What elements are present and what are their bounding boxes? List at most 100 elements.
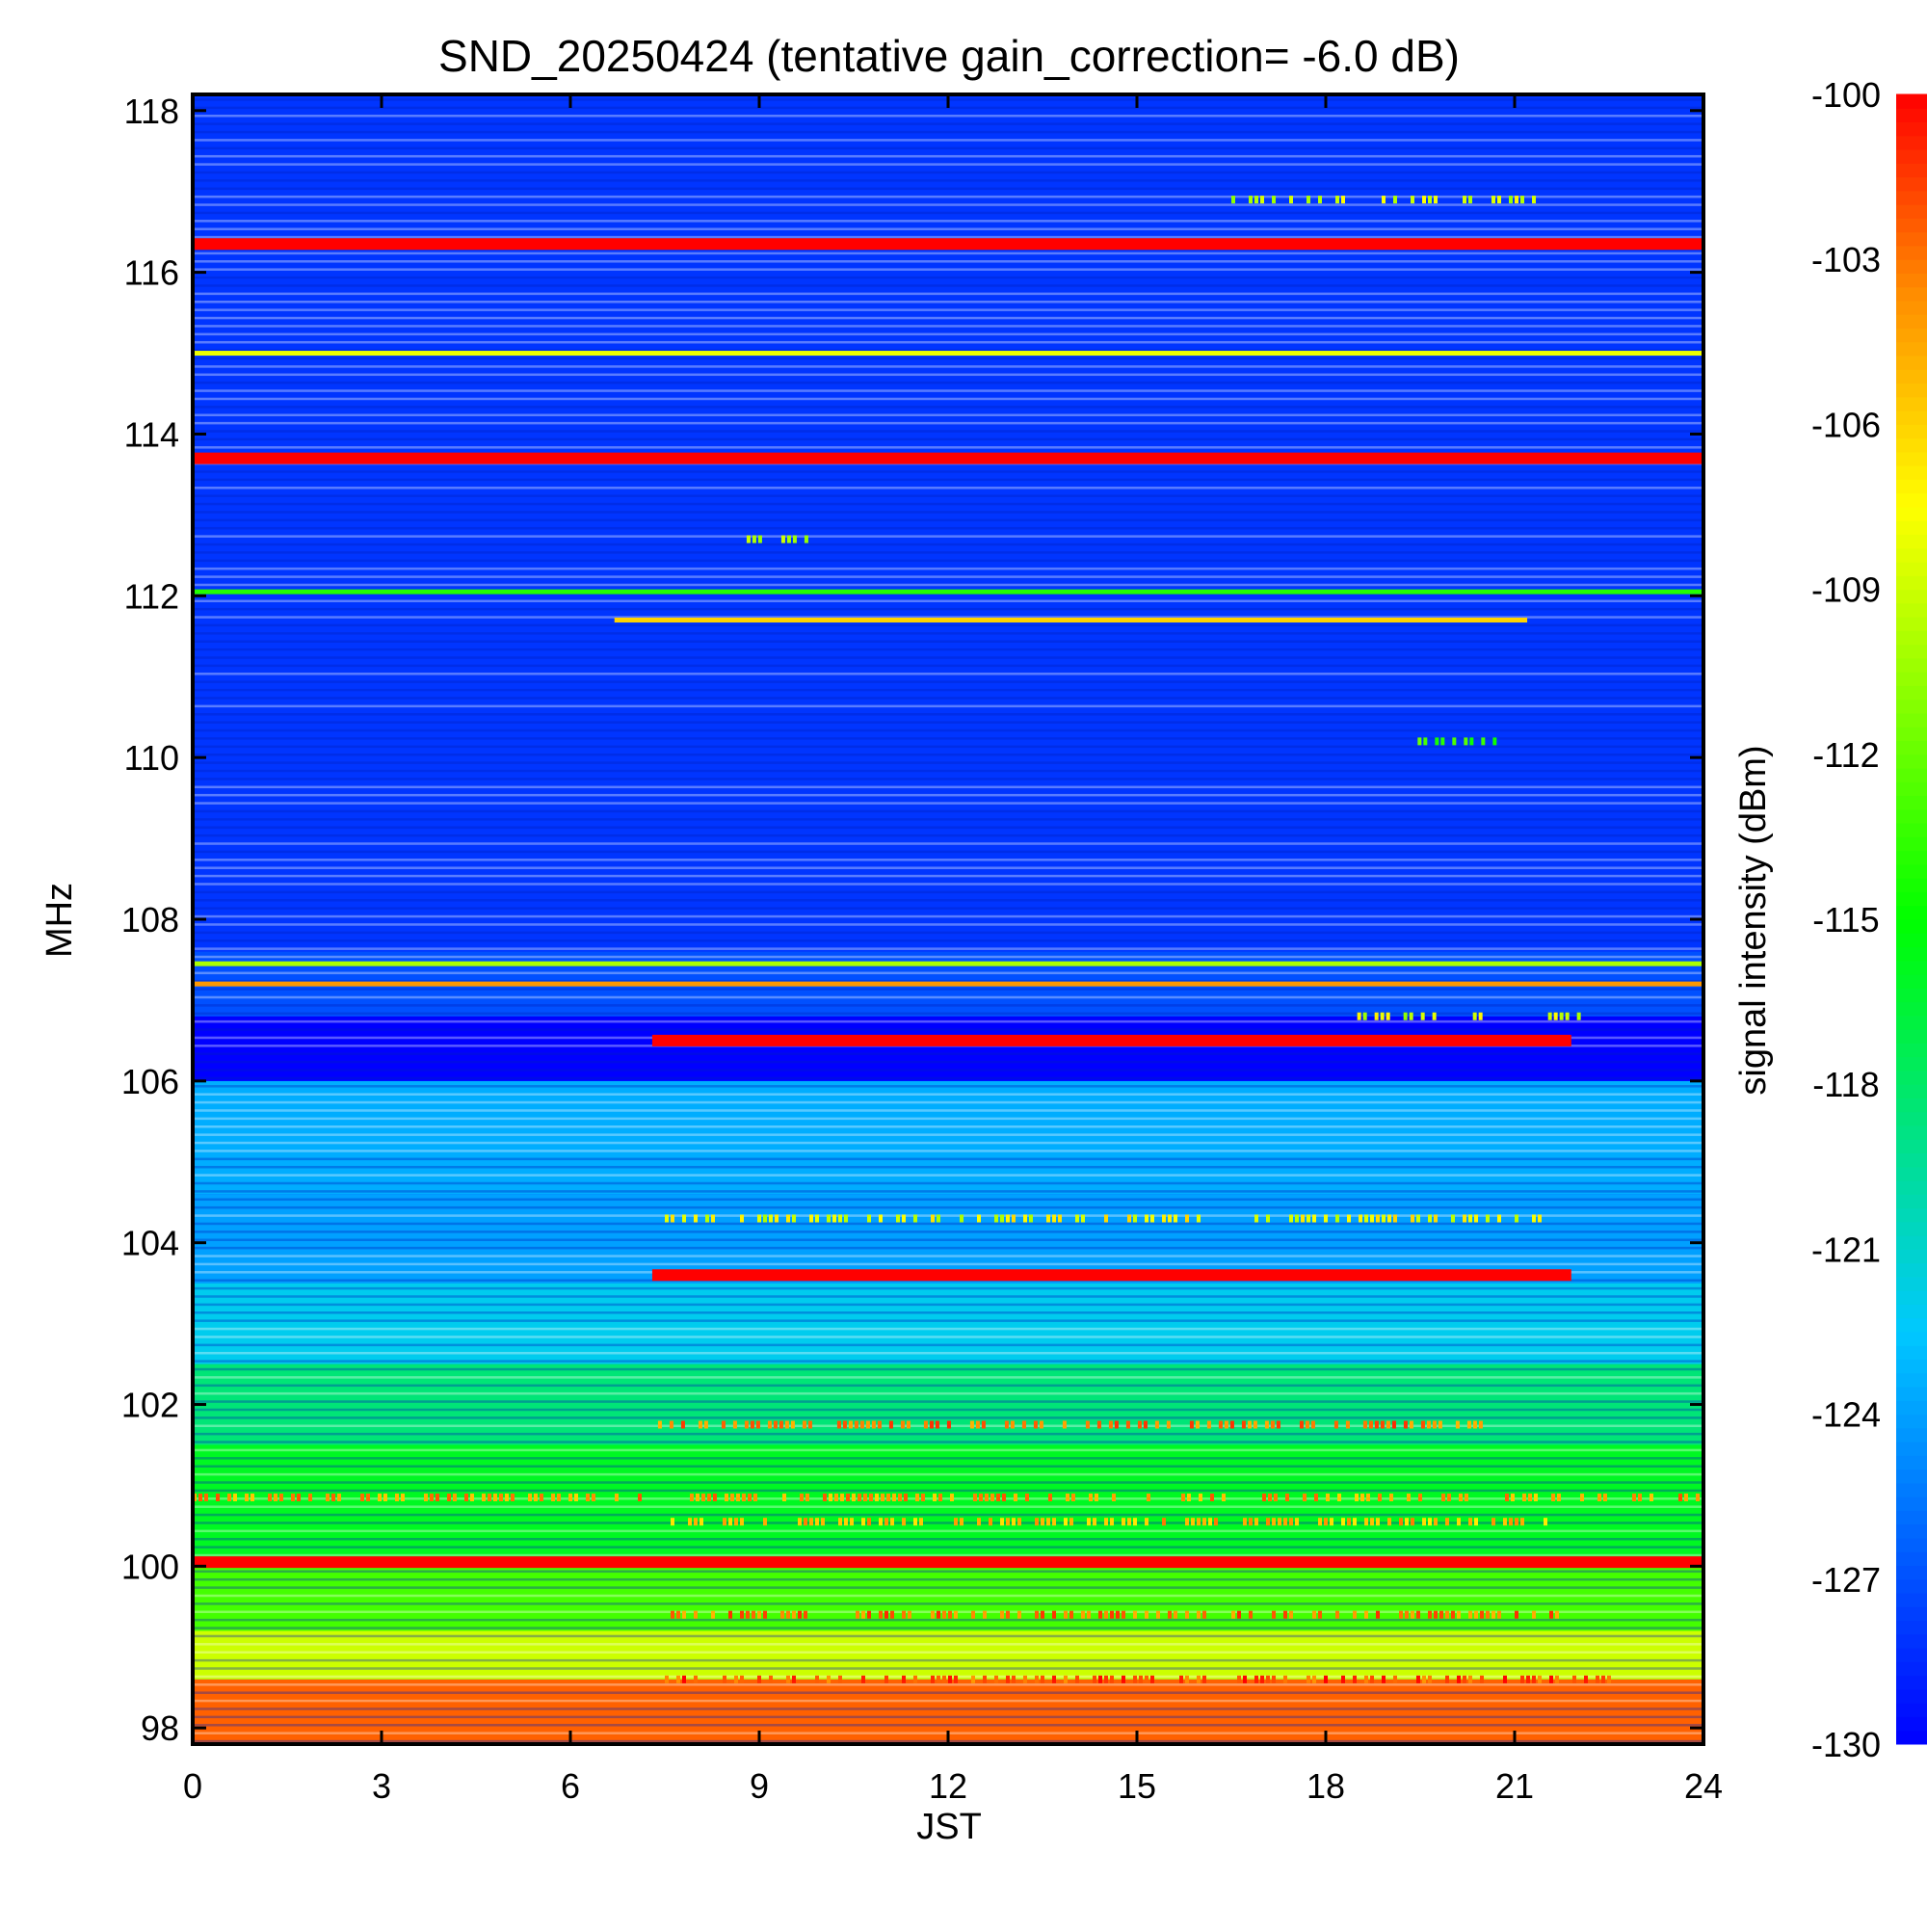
channel-stripe <box>193 648 1703 651</box>
channel-stripe <box>193 1085 1703 1088</box>
channel-stripe <box>193 995 1703 999</box>
channel-stripe <box>193 874 1703 878</box>
colorbar-segment <box>1896 863 1927 879</box>
signal-speck <box>1497 1214 1501 1223</box>
channel-stripe <box>193 753 1703 756</box>
signal-speck <box>902 1675 906 1683</box>
signal-speck <box>740 1675 744 1683</box>
signal-speck <box>840 1494 844 1502</box>
channel-stripe <box>193 1141 1703 1145</box>
signal-speck <box>1441 1494 1445 1502</box>
colorbar-segment <box>1896 1234 1927 1250</box>
signal-speck <box>1515 1518 1518 1526</box>
signal-speck <box>742 1494 746 1502</box>
channel-stripe <box>193 1448 1703 1452</box>
signal-speck <box>755 1420 760 1429</box>
colorbar-segment <box>1896 231 1927 247</box>
signal-speck <box>1364 1518 1368 1526</box>
signal-speck <box>1341 1518 1345 1526</box>
signal-speck <box>838 1518 842 1526</box>
y-tick-label: 102 <box>121 1386 179 1425</box>
colorbar-segment <box>1896 313 1927 330</box>
channel-stripe <box>193 761 1703 764</box>
signal-speck <box>1407 1494 1411 1502</box>
signal-speck <box>705 1214 709 1223</box>
signal-speck <box>931 1675 935 1683</box>
signal-speck <box>1445 1675 1449 1683</box>
signal-speck <box>1249 1610 1253 1619</box>
channel-stripe <box>193 1174 1703 1177</box>
signal-speck <box>1025 1494 1029 1502</box>
signal-speck <box>1434 1214 1438 1223</box>
signal-speck <box>1062 1420 1067 1429</box>
signal-speck <box>900 1420 905 1429</box>
signal-speck <box>1268 1494 1272 1502</box>
signal-speck <box>807 1420 812 1429</box>
signal-speck <box>1486 1214 1490 1223</box>
colorbar-segment <box>1896 272 1927 288</box>
channel-stripe <box>193 1570 1703 1574</box>
signal-speck <box>1366 1494 1370 1502</box>
signal-speck <box>861 1675 865 1683</box>
x-tick-label: 12 <box>929 1766 967 1806</box>
signal-speck <box>1002 1494 1006 1502</box>
channel-stripe <box>193 332 1703 336</box>
colorbar-segment <box>1896 519 1927 536</box>
signal-speck <box>1481 737 1486 746</box>
channel-stripe <box>193 487 1703 490</box>
signal-speck <box>1314 1494 1318 1502</box>
colorbar-tick-label: -127 <box>1811 1560 1881 1600</box>
channel-stripe <box>193 1391 1703 1395</box>
signal-speck <box>1017 1610 1021 1619</box>
channel-stripe <box>193 1683 1703 1686</box>
signal-speck <box>1197 1518 1201 1526</box>
signal-speck <box>1052 1675 1056 1683</box>
colorbar-segment <box>1896 437 1927 453</box>
signal-speck <box>979 1494 983 1502</box>
signal-speck <box>1376 1518 1380 1526</box>
colorbar-segment <box>1896 383 1927 398</box>
colorbar-segment <box>1896 946 1927 962</box>
channel-stripe <box>193 793 1703 797</box>
signal-speck <box>890 1518 894 1526</box>
channel-stripe <box>193 818 1703 821</box>
colorbar-segment <box>1896 1592 1927 1607</box>
signal-speck <box>740 1518 744 1526</box>
signal-speck <box>1295 1214 1299 1223</box>
colorbar-segment <box>1896 1248 1927 1264</box>
channel-stripe <box>193 1222 1703 1226</box>
continuous-signal-8 <box>651 1269 1571 1282</box>
channel-stripe <box>193 866 1703 869</box>
channel-stripe <box>193 1651 1703 1654</box>
signal-speck <box>1110 1518 1114 1526</box>
colorbar: -100 -103 -106 -109 -112 -115 -118 -121 -124 -127… <box>1811 75 1927 1764</box>
signal-speck <box>869 1494 873 1502</box>
signal-speck <box>981 1420 986 1429</box>
signal-speck <box>1168 1214 1172 1223</box>
signal-speck <box>1133 1214 1137 1223</box>
channel-stripe <box>193 802 1703 805</box>
signal-speck <box>1457 1610 1461 1619</box>
signal-speck <box>937 1214 940 1223</box>
signal-speck <box>902 1214 906 1223</box>
signal-speck <box>1069 1610 1073 1619</box>
signal-speck <box>1368 1420 1373 1429</box>
channel-stripe <box>193 899 1703 902</box>
channel-stripe <box>193 276 1703 279</box>
channel-stripe <box>193 90 1703 93</box>
signal-speck <box>1472 1012 1477 1020</box>
signal-speck <box>337 1494 341 1502</box>
signal-speck <box>877 1420 882 1429</box>
signal-speck <box>1174 1214 1177 1223</box>
signal-speck <box>1335 196 1339 204</box>
signal-speck <box>268 1494 272 1502</box>
colorbar-segment <box>1896 561 1927 576</box>
signal-speck <box>1197 1214 1201 1223</box>
x-tick-label: 15 <box>1118 1766 1156 1806</box>
signal-speck <box>1360 1494 1364 1502</box>
signal-speck <box>1547 1012 1552 1020</box>
signal-speck <box>775 1214 779 1223</box>
signal-speck <box>1274 1494 1278 1502</box>
y-tick-label: 108 <box>121 900 179 940</box>
signal-speck <box>1260 196 1264 204</box>
